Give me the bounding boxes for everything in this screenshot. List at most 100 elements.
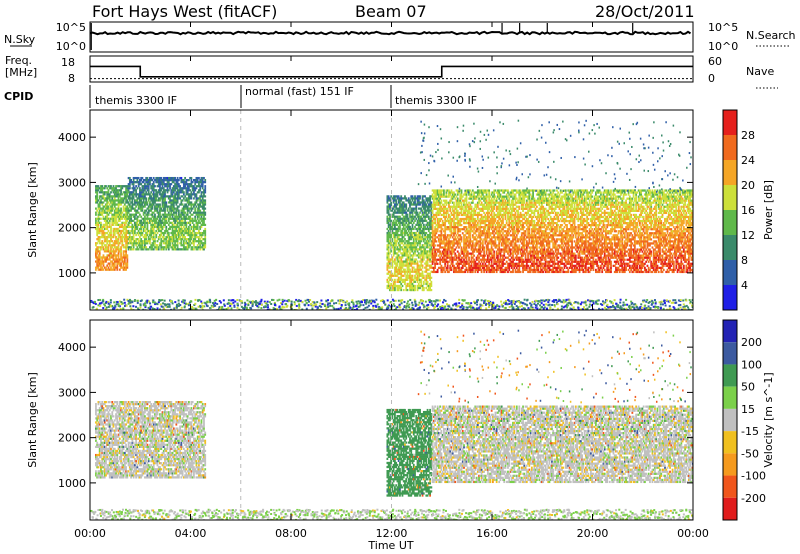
power-cell (613, 299, 616, 302)
power-cell (500, 300, 503, 303)
power-cell (421, 254, 424, 257)
power-cell (151, 205, 154, 208)
power-cell (150, 209, 153, 212)
power-cell (164, 191, 166, 194)
power-cell (159, 199, 161, 202)
power-cell (102, 211, 105, 214)
power-cell (117, 242, 120, 245)
power-cell (402, 207, 405, 210)
power-cell (120, 264, 122, 267)
power-cell (417, 268, 420, 271)
power-cell (132, 187, 135, 190)
power-cell (426, 199, 429, 202)
power-cell (131, 193, 134, 196)
power-cell (127, 189, 130, 192)
power-cell (434, 226, 437, 229)
power-cell (193, 187, 195, 190)
power-cell (141, 185, 144, 188)
power-cell (126, 229, 129, 233)
power-cell (419, 231, 421, 235)
power-cell (386, 215, 389, 218)
power-cell (108, 236, 111, 239)
power-cell (149, 229, 151, 233)
power-cell (416, 266, 419, 269)
power-cell (105, 219, 107, 222)
power-cell (181, 189, 184, 192)
power-cell (415, 231, 418, 235)
power-cell (290, 300, 293, 303)
power-cell (118, 211, 121, 214)
power-cell (187, 215, 190, 218)
power-cell (131, 301, 134, 304)
power-cell (388, 284, 391, 288)
power-cell (96, 266, 99, 269)
power-cell (209, 301, 212, 304)
power-cell (426, 282, 429, 286)
power-cell (161, 225, 164, 229)
power-cell (175, 179, 178, 182)
power-cell (293, 301, 296, 304)
power-cell (395, 270, 398, 273)
power-cell (146, 185, 149, 188)
power-cell (407, 266, 410, 269)
power-cell (429, 284, 431, 288)
power-cell (102, 215, 105, 218)
power-cell (441, 195, 444, 198)
power-cell (171, 187, 174, 190)
power-cell (112, 242, 115, 245)
power-cell (105, 207, 107, 210)
power-cell (409, 278, 411, 281)
power-cell (403, 300, 406, 303)
power-cell (429, 195, 431, 198)
power-cell (123, 268, 126, 271)
power-cell (131, 231, 134, 235)
power-cell (105, 185, 107, 188)
power-cell (434, 197, 437, 200)
power-cell (132, 195, 135, 198)
power-cell (179, 229, 181, 233)
power-cell (189, 201, 192, 204)
power-cell (531, 306, 534, 309)
power-cell (158, 299, 161, 302)
power-cell (353, 308, 356, 310)
power-cell (198, 183, 200, 186)
power-cell (392, 250, 395, 253)
power-cell (160, 248, 163, 251)
power-cell (450, 307, 453, 310)
power-cell (97, 203, 100, 206)
power-cell (106, 248, 109, 251)
power-cell (100, 199, 102, 202)
power-cell (531, 300, 534, 303)
power-cell (106, 197, 109, 200)
power-cell (182, 246, 185, 249)
power-cell (510, 305, 513, 308)
power-cell (107, 305, 110, 308)
power-cell (121, 221, 124, 224)
power-cell (492, 307, 495, 310)
power-cell (175, 227, 178, 231)
power-cell (97, 250, 100, 253)
power-cell (392, 231, 395, 235)
power-cell (144, 185, 146, 188)
power-cell (157, 219, 160, 222)
power-cell (181, 217, 184, 220)
power-cell (406, 225, 409, 229)
power-cell (605, 305, 608, 308)
power-cell (176, 303, 179, 306)
power-cell (105, 199, 107, 202)
power-cell (112, 254, 115, 257)
power-cell (103, 185, 106, 188)
power-cell (422, 252, 425, 255)
power-cell (177, 233, 180, 237)
power-cell (175, 305, 178, 308)
power-cell (508, 306, 511, 309)
power-cell (436, 299, 439, 302)
power-cell (395, 231, 398, 235)
power-cell (431, 226, 434, 229)
power-cell (182, 197, 185, 200)
power-cell (402, 288, 405, 292)
power-cell (116, 203, 119, 206)
power-cell (157, 185, 160, 188)
power-cell (530, 305, 533, 308)
power-cell (160, 231, 163, 235)
